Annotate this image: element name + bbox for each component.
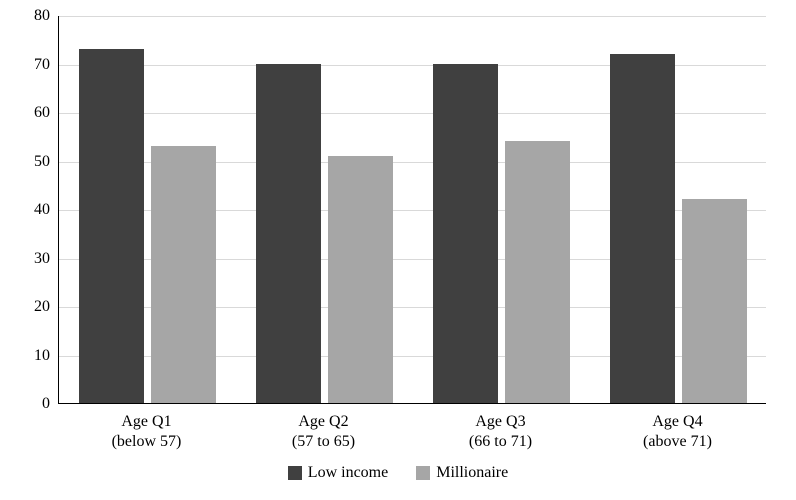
y-tick-label: 40 xyxy=(10,202,50,218)
bar-group xyxy=(424,16,580,403)
bar-group xyxy=(70,16,226,403)
y-tick-label: 70 xyxy=(10,57,50,73)
x-tick-label: Age Q2(57 to 65) xyxy=(246,412,402,452)
bar-group xyxy=(247,16,403,403)
bar-low_income xyxy=(610,54,675,403)
bar-millionaire xyxy=(682,199,747,403)
y-tick-label: 20 xyxy=(10,299,50,315)
legend-label: Millionaire xyxy=(436,464,508,482)
legend: Low income Millionaire xyxy=(0,464,796,482)
x-tick-line1: Age Q2 xyxy=(246,412,402,432)
y-tick-label: 60 xyxy=(10,105,50,121)
x-tick-line1: Age Q1 xyxy=(69,412,225,432)
x-tick-label: Age Q4(above 71) xyxy=(600,412,756,452)
bar-low_income xyxy=(256,64,321,404)
chart-container: Low income Millionaire 0 10 20 30 40 50 60 70 80 A… xyxy=(0,0,796,500)
bar-low_income xyxy=(433,64,498,404)
x-tick-line1: Age Q4 xyxy=(600,412,756,432)
bar-millionaire xyxy=(151,146,216,403)
x-tick-line2: (66 to 71) xyxy=(423,432,579,452)
plot-area xyxy=(58,16,766,404)
x-tick-label: Age Q1(below 57) xyxy=(69,412,225,452)
x-tick-line1: Age Q3 xyxy=(423,412,579,432)
y-tick-label: 50 xyxy=(10,154,50,170)
x-tick-line2: (below 57) xyxy=(69,432,225,452)
x-tick-line2: (57 to 65) xyxy=(246,432,402,452)
legend-label: Low income xyxy=(308,464,388,482)
bar-group xyxy=(601,16,757,403)
y-tick-label: 30 xyxy=(10,251,50,267)
legend-swatch xyxy=(288,466,302,480)
y-tick-label: 80 xyxy=(10,8,50,24)
legend-item-low_income: Low income xyxy=(288,464,388,482)
x-tick-label: Age Q3(66 to 71) xyxy=(423,412,579,452)
bar-millionaire xyxy=(505,141,570,403)
y-tick-label: 0 xyxy=(10,396,50,412)
bar-low_income xyxy=(79,49,144,403)
bar-millionaire xyxy=(328,156,393,403)
x-tick-line2: (above 71) xyxy=(600,432,756,452)
legend-item-millionaire: Millionaire xyxy=(416,464,508,482)
legend-swatch xyxy=(416,466,430,480)
y-tick-label: 10 xyxy=(10,348,50,364)
